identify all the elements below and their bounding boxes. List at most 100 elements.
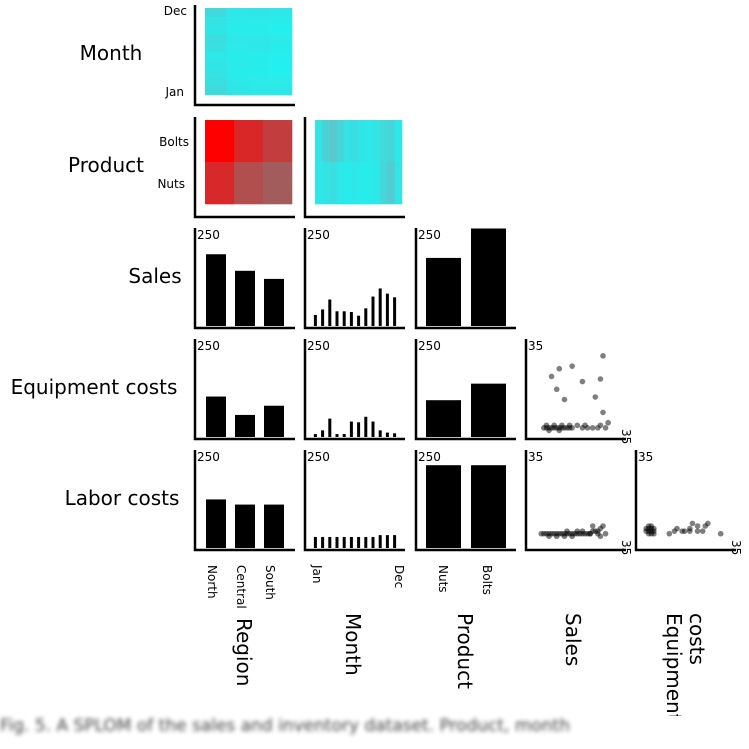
labor-month-bar-9 [378,535,382,548]
equipment-sales-scatter-point-21 [584,425,591,431]
sales-month-bar-2 [328,299,332,326]
product-month-heatmap-cell-0-11 [394,120,403,163]
month-region-heatmap-cell-1-1 [226,16,249,26]
labor-sales-scatter-ymax-label: 35 [528,450,543,464]
month-region-heatmap-cell-6-0 [205,60,228,70]
sales-month-bar-7 [364,308,368,326]
sales-region-bar-1 [235,270,255,326]
product-month-heatmap-cell-1-9 [380,162,388,205]
month-region-heatmap-cell-8-0 [205,77,228,87]
equipment-region-ymax-label: 250 [197,339,220,353]
month-region-heatmap-cell-9-3 [270,86,293,96]
month-region-heatmap-cell-2-0 [205,25,228,35]
labor-equipment-scatter-point-23 [699,528,706,534]
equipment-sales-scatter-point-22 [589,425,596,431]
labor-sales-scatter-xmax-label: 35 [619,540,633,555]
labor-month-bar-11 [393,535,397,548]
month-region-heatmap-cell-8-2 [248,77,271,87]
labor-region-bar-0 [206,499,226,548]
sales-product-bar-0 [426,257,461,326]
month-region-heatmap-cell-3-2 [248,34,271,44]
equipment-sales-scatter-point-20 [579,425,586,431]
product-month-heatmap-cell-0-5 [351,120,359,163]
month-region-heatmap-cell-5-3 [270,51,293,61]
sales-product-ymax-label: 250 [418,228,441,242]
month-region-heatmap-cell-0-3 [270,8,293,17]
month-region-heatmap-cell-3-3 [270,34,293,44]
labor-sales-scatter-point-20 [546,533,552,540]
equipment-month-ymax-label: 250 [307,339,330,353]
sales-product-bar-1 [471,228,506,326]
labor-equipment-scatter-point-13 [666,530,673,537]
labor-month-bar-5 [349,536,353,548]
labor-equipment-scatter-point-19 [687,528,693,534]
equipment-sales-scatter-point-27 [600,409,606,416]
labor-product-bar-0 [426,465,461,548]
column-label-1: Month [341,613,365,676]
equipment-region-bar-1 [235,414,255,437]
month-region-heatmap-cell-5-2 [248,51,271,61]
equipment-sales-scatter-point-36 [597,376,604,382]
equipment-sales-scatter-point-19 [556,427,563,434]
product-region-heatmap-cell-0-1 [234,120,264,163]
month-x-tick-dec: Dec [392,565,406,588]
sales-month-bar-10 [385,293,389,326]
month-region-heatmap-cell-1-3 [270,16,293,26]
product-month-heatmap-cell-0-1 [322,120,330,163]
month-region-heatmap-cell-6-3 [270,60,293,70]
sales-month-bar-4 [342,311,346,326]
product-region-heatmap-cell-0-0 [205,120,235,163]
month-tick-top: Dec [164,4,187,18]
product-month-heatmap-cell-1-2 [329,162,338,205]
equipment-sales-scatter-point-15 [566,422,573,429]
product-x-tick-nuts: Nuts [436,565,450,593]
labor-sales-scatter-point-22 [561,533,568,540]
month-region-heatmap-cell-8-1 [226,77,249,87]
equipment-region-bar-0 [206,396,226,437]
labor-month-bar-0 [313,536,317,548]
equipment-sales-scatter-ymax-label: 35 [528,339,543,353]
equipment-sales-scatter-point-35 [600,353,606,359]
labor-month-bar-2 [328,536,332,548]
sales-month-bar-8 [371,296,375,326]
axis-r4-c0 [193,450,295,552]
column-label-2: Product [453,613,477,689]
labor-month-bar-6 [357,536,361,548]
axis-r4-c2 [414,450,516,552]
equipment-month-bar-0 [313,434,317,437]
labor-equipment-scatter-point-11 [643,525,649,532]
month-x-tick-jan: Jan [310,564,324,584]
labor-region-bar-2 [264,504,284,548]
labor-month-bar-1 [321,536,325,548]
equipment-sales-scatter-point-29 [561,396,568,403]
sales-region-bar-0 [206,254,226,326]
month-region-heatmap-cell-4-0 [205,42,228,52]
product-month-heatmap-cell-1-5 [351,162,359,205]
sales-region-bar-2 [264,278,284,326]
equipment-month-bar-3 [335,434,339,437]
labor-equipment-scatter-point-15 [674,525,680,532]
labor-equipment-scatter-point-21 [694,523,701,529]
axis-r4-c3 [524,450,626,552]
month-region-heatmap-cell-1-0 [205,16,228,26]
sales-month-bar-9 [378,288,382,326]
axis-r3-c1 [303,339,405,441]
equipment-sales-scatter-point-28 [592,394,599,400]
labor-sales-scatter-point-32 [600,523,606,529]
equipment-month-bar-9 [378,430,382,437]
labor-product-bar-1 [471,465,506,548]
axis-r1-c0 [193,117,295,219]
equipment-month-bar-11 [393,433,397,437]
product-month-heatmap-cell-1-1 [322,162,330,205]
axis-r3-c0 [193,339,295,441]
labor-sales-scatter-point-21 [553,533,560,540]
equipment-product-ymax-label: 250 [418,339,441,353]
axis-r4-c1 [303,450,405,552]
equipment-month-bar-7 [364,416,368,437]
product-month-heatmap-cell-0-9 [380,120,388,163]
month-region-heatmap-cell-6-1 [226,60,249,70]
axis-r4-c4 [634,450,736,552]
month-region-heatmap-cell-7-0 [205,68,228,78]
labor-month-bar-3 [335,536,339,548]
labor-equipment-scatter-point-25 [705,520,711,527]
